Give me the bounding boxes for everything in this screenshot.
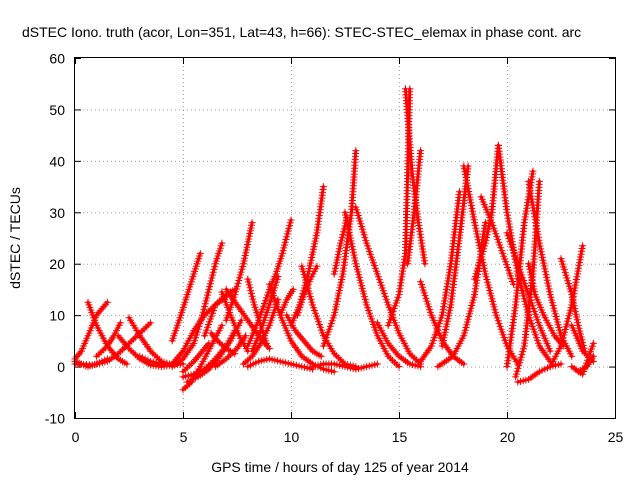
data-point <box>179 339 213 376</box>
plot-frame <box>74 57 616 419</box>
series-line <box>289 185 325 327</box>
data-point <box>93 319 124 360</box>
series-arc-54 <box>514 360 565 386</box>
series-arc-42 <box>417 188 463 365</box>
series-arc-10 <box>168 249 204 345</box>
series-arc-40 <box>404 147 425 268</box>
x-tick-label: 25 <box>608 429 624 445</box>
series-arc-9 <box>179 339 213 376</box>
data-point <box>330 213 351 278</box>
x-tick-label: 15 <box>392 429 408 445</box>
series-line <box>95 321 122 358</box>
data-point <box>546 242 587 371</box>
series-arc-17 <box>207 329 239 358</box>
data-point <box>352 203 425 368</box>
data-point <box>240 296 282 368</box>
data-point <box>525 260 567 350</box>
series-arc-34 <box>330 213 351 278</box>
series-arc-52 <box>525 177 576 360</box>
data-point <box>168 239 226 371</box>
series-arc-56 <box>546 242 587 371</box>
series-arc-27 <box>276 285 297 319</box>
x-tick-label: 0 <box>72 429 80 445</box>
data-point <box>477 193 517 288</box>
y-tick-label: 10 <box>49 308 65 324</box>
data-point <box>404 147 425 268</box>
y-tick-label: 0 <box>57 359 65 375</box>
data-point <box>319 147 360 350</box>
series-arc-25 <box>240 296 282 368</box>
y-tick-label: 40 <box>49 153 65 169</box>
data-point <box>244 355 317 373</box>
series-arc-43 <box>438 162 472 350</box>
data-point <box>373 319 425 371</box>
series-arc-55 <box>557 255 589 355</box>
chart-title: dSTEC Iono. truth (acor, Lon=351, Lat=43… <box>22 24 581 40</box>
series-arc-53 <box>525 260 567 350</box>
series-arc-4 <box>93 319 124 360</box>
data-point <box>283 311 325 360</box>
y-tick-label: 20 <box>49 256 65 272</box>
data-point <box>574 352 597 376</box>
y-tick-label: 50 <box>49 102 65 118</box>
series-line <box>86 300 129 366</box>
y-tick-labels: -10 0 10 20 30 40 50 60 <box>45 51 65 427</box>
data-point <box>417 188 463 365</box>
x-tick-label: 10 <box>284 429 300 445</box>
data-point <box>309 360 381 373</box>
series-arc-22 <box>244 355 317 373</box>
y-axis-label: dSTEC / TECUs <box>7 187 23 289</box>
x-axis-label: GPS time / hours of day 125 of year 2014 <box>211 459 469 475</box>
series-arc-33 <box>319 147 360 350</box>
y-tick-label: 30 <box>49 205 65 221</box>
x-tick-label: 20 <box>500 429 516 445</box>
series-arc-47 <box>477 193 517 288</box>
data-point <box>168 249 204 345</box>
data-point <box>514 360 565 386</box>
series-arc-35 <box>341 208 403 371</box>
data-point <box>287 183 327 329</box>
series-arc-12 <box>168 239 226 371</box>
x-tick-label: 5 <box>180 429 188 445</box>
y-tick-label: -10 <box>45 411 65 427</box>
y-tick-label: 60 <box>49 51 65 67</box>
series-arc-48 <box>494 141 554 365</box>
series-arc-37 <box>373 319 425 371</box>
series-arc-32 <box>309 360 381 373</box>
data-point <box>341 208 403 371</box>
data-point <box>207 329 239 358</box>
series-arc-36 <box>352 203 425 368</box>
series-arc-29 <box>287 183 327 329</box>
x-tick-labels: 0 5 10 15 20 25 <box>72 429 624 445</box>
data-point <box>276 285 297 319</box>
series-arc-59 <box>574 352 597 376</box>
plot-area <box>71 85 597 394</box>
